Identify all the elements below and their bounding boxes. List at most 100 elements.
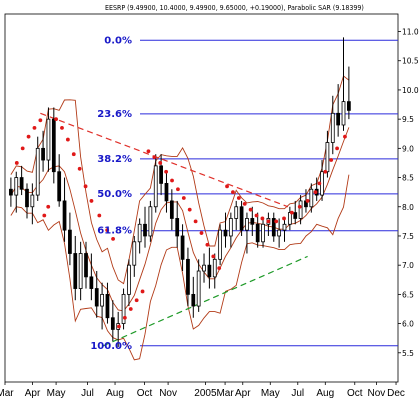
sar-dot [170, 178, 174, 183]
candle-body [186, 258, 190, 295]
candle-body [51, 118, 56, 173]
candle-body [250, 218, 255, 225]
sar-dot [32, 126, 37, 130]
x-tick-label: Oct [347, 388, 363, 399]
candle-body [105, 293, 110, 319]
y-tick-label: 10.0 [402, 86, 419, 95]
candle-body [84, 253, 88, 278]
candle-body [35, 147, 40, 196]
candle-body [239, 206, 244, 231]
x-tick-label: Nov [367, 388, 385, 399]
candle-body [100, 293, 104, 307]
sar-dot [122, 315, 127, 320]
candle-body [346, 101, 351, 111]
candle-body [132, 241, 137, 266]
candle-body [309, 188, 314, 208]
candle-body [137, 223, 142, 243]
fib-level-label: 50.0% [97, 189, 132, 200]
candle-body [89, 276, 94, 289]
candle-body [25, 188, 29, 208]
x-tick-label: Oct [137, 388, 153, 399]
sar-dot [54, 117, 58, 122]
sar-dot [260, 216, 265, 221]
candle-body [245, 218, 249, 231]
sar-dot [217, 266, 222, 270]
candle-body [234, 206, 239, 219]
fib-labels: 0.0% 23.6% 38.2% 50.0% 61.8% 100.0% [90, 35, 132, 351]
fib-level-label: 100.0% [90, 341, 132, 352]
bollinger-lower-band [10, 174, 350, 361]
sar-dot [111, 236, 115, 241]
sar-dot [248, 207, 253, 212]
candle-body [68, 229, 72, 254]
sar-dot [60, 126, 64, 130]
y-tick-label: 6.0 [402, 320, 414, 329]
sar-dot [42, 213, 47, 218]
candle-body [255, 223, 260, 243]
y-tick-label: 6.5 [402, 290, 414, 299]
sar-dot [65, 137, 70, 142]
x-tick-label: Aug [316, 388, 334, 399]
candle-body [336, 112, 341, 126]
x-tick-label: Aug [106, 388, 124, 399]
candle-body [73, 253, 78, 289]
candle-body [121, 293, 126, 324]
y-tick-label: 11.0 [402, 28, 419, 37]
fib-level-label: 61.8% [97, 226, 132, 237]
sar-dot [128, 307, 133, 311]
candle-body [164, 182, 169, 202]
sar-dot [323, 169, 328, 174]
sar-dot [83, 184, 88, 189]
candle-body [277, 229, 282, 237]
x-tick-label: May [261, 388, 280, 399]
x-tick-label: 2005 [194, 388, 217, 399]
candle-body [14, 177, 19, 196]
candle-body [169, 200, 174, 219]
candle-body [282, 223, 287, 231]
sar-dot [231, 190, 235, 195]
candle-body [143, 223, 147, 237]
sar-dot [254, 213, 259, 218]
y-tick-label: 8.5 [402, 174, 414, 183]
parabolic-sar [14, 117, 347, 329]
sar-dot [158, 161, 163, 165]
sar-dot [193, 219, 198, 224]
candle-body [148, 206, 153, 237]
candle-body [325, 142, 330, 173]
candle-body [341, 101, 346, 126]
candle-body [180, 235, 185, 260]
fib-level-label: 23.6% [97, 109, 132, 120]
sar-dot [181, 196, 186, 200]
x-tick-label: Jul [81, 388, 94, 399]
candle-body [271, 218, 276, 237]
sar-dot [38, 118, 43, 123]
candle-body [57, 171, 62, 202]
y-tick-label: 8.0 [402, 203, 414, 212]
y-tick-label: 7.0 [402, 261, 414, 270]
resistance-trendline [40, 112, 289, 208]
support-trendline [103, 255, 308, 347]
sar-dot [317, 181, 322, 186]
candles [9, 37, 351, 347]
sar-dot [26, 134, 31, 139]
candle-body [287, 212, 292, 225]
sar-dot [343, 134, 347, 139]
y-tick-label: 7.5 [402, 232, 414, 241]
sar-dot [205, 242, 210, 247]
x-tick-label: Jul [291, 388, 304, 399]
candle-body [212, 258, 217, 278]
candle-body [159, 165, 163, 184]
candle-body [62, 200, 67, 231]
y-axis: 11.0 10.5 10.0 9.5 9.0 8.5 8.0 7.5 7.0 6.5 6.0 5.5 [398, 28, 419, 358]
sar-dot [105, 228, 110, 233]
candle-body [30, 194, 35, 208]
trendlines [40, 112, 308, 347]
x-tick-label: Apr [25, 388, 41, 399]
x-tick-label: Mar [216, 388, 234, 399]
sar-dot [164, 169, 169, 174]
sar-dot [176, 187, 180, 192]
candle-body [228, 218, 233, 237]
candle-body [293, 212, 298, 219]
bollinger-bands [10, 75, 350, 361]
candle-body [175, 218, 180, 237]
